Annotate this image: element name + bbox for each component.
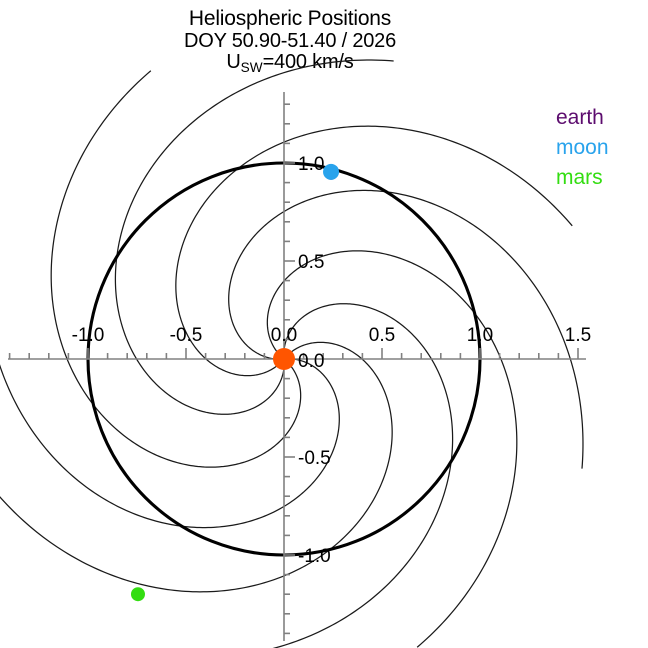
x-tick-label: 1.5 xyxy=(565,325,591,346)
body-marker-sun xyxy=(273,348,295,370)
x-tick-label: -0.5 xyxy=(170,325,203,346)
title-usw-subscript: SW xyxy=(240,60,263,76)
legend: earth moon mars xyxy=(556,103,609,192)
parker-spiral-group xyxy=(0,59,584,648)
parker-spiral-arm-6 xyxy=(175,125,573,377)
title-line-1: Heliospheric Positions xyxy=(188,7,392,30)
y-tick-label: -0.5 xyxy=(298,448,331,469)
title-usw-symbol: U xyxy=(226,51,241,74)
title-line-3: USW=400 km/s xyxy=(0,51,580,76)
legend-item-moon: moon xyxy=(556,135,609,159)
legend-item-earth: earth xyxy=(556,106,604,129)
title-line-2: DOY 50.90-51.40 / 2026 xyxy=(183,29,397,52)
chart-title: Heliospheric Positions DOY 50.90-51.40 /… xyxy=(0,7,580,76)
y-tick-label: 0.0 xyxy=(298,351,324,372)
y-tick-label: 0.5 xyxy=(298,252,324,273)
parker-spiral-arm-1 xyxy=(272,303,454,648)
parker-spiral-arm-4 xyxy=(50,70,302,468)
parker-spiral-arm-7 xyxy=(228,189,584,469)
y-tick-label: 1.0 xyxy=(298,154,324,175)
axes-group xyxy=(8,92,586,641)
tick-label-group: -1.0 -0.5 0.0 0.5 1.0 1.5 -1.0 -0.5 0.0 0.5 1.0 xyxy=(72,154,592,567)
y-tick-label: -1.0 xyxy=(298,546,331,567)
x-tick-label: 0.0 xyxy=(271,325,297,346)
parker-spiral-arm-3 xyxy=(0,358,340,529)
title-usw-value: =400 km/s xyxy=(262,51,354,74)
body-marker-group xyxy=(130,163,340,602)
parker-spiral-arm-2 xyxy=(0,341,393,593)
legend-item-mars: mars xyxy=(556,165,603,189)
body-marker-moon xyxy=(323,163,340,180)
parker-spiral-arm-8 xyxy=(266,250,518,648)
body-marker-mars xyxy=(130,587,145,602)
x-tick-label: 1.0 xyxy=(467,325,493,346)
x-tick-label: -1.0 xyxy=(72,325,105,346)
x-tick-label: 0.5 xyxy=(369,325,395,346)
parker-spiral-arm-5 xyxy=(114,59,394,415)
